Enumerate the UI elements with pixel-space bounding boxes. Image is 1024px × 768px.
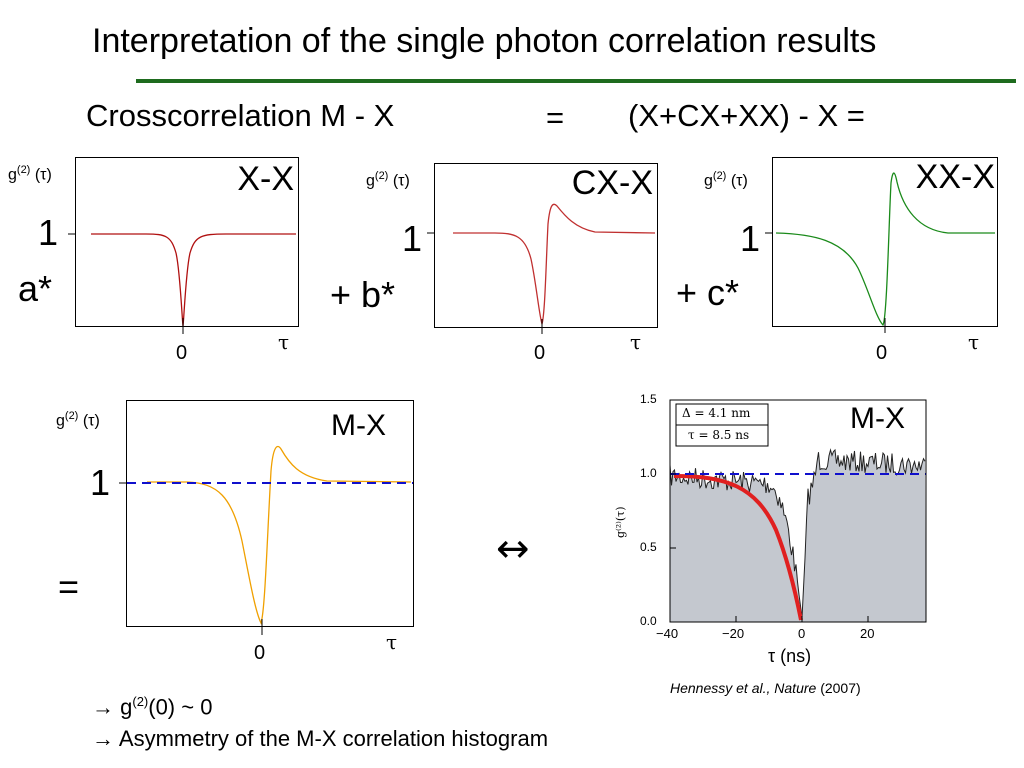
experimental-ytick-3: 0.5	[640, 540, 657, 554]
panel3-plot: XX-X	[765, 157, 998, 333]
double-arrow-icon: ↔	[496, 526, 530, 572]
panel2-one-label: 1	[402, 218, 423, 259]
panel4-curve	[147, 445, 412, 625]
panel2-svg	[427, 203, 656, 334]
panel2-zero-label: 0	[534, 342, 546, 364]
panel3-tau-label: τ	[968, 330, 980, 354]
experimental-label: M-X	[850, 402, 905, 435]
experimental-ytick-1: 1.5	[640, 392, 657, 406]
experimental-xtick-3: 0	[798, 626, 806, 641]
equation-right: (X+CX+XX) - X =	[628, 98, 865, 133]
experimental-figure: Δ = 4.1 nm τ = 8.5 ns M-X 1.5 1.0 0.5 0.…	[614, 390, 930, 680]
panel1-plot: X-X	[68, 157, 299, 334]
panel3-label: XX-X	[915, 158, 995, 196]
panel4-tau-label: τ	[386, 630, 398, 654]
citation: Hennessy et al., Nature (2007)	[670, 680, 861, 696]
panel4-zero-label: 0	[254, 642, 266, 664]
panel4-coefficient: =	[58, 566, 80, 607]
panel1-zero-label: 0	[176, 342, 188, 364]
experimental-xtick-2: −20	[722, 626, 745, 641]
experimental-histogram-trace	[669, 448, 926, 619]
experimental-legend-line2: τ = 8.5 ns	[688, 428, 750, 442]
experimental-ylabel: g⁽²⁾(τ)	[614, 506, 627, 538]
bullet-asymmetry: → Asymmetry of the M-X correlation histo…	[92, 726, 549, 751]
experimental-ytick-2: 1.0	[640, 466, 657, 480]
bullet-g2-zero: → g(2)(0) ~ 0	[92, 694, 213, 720]
experimental-xtick-4: 20	[860, 626, 875, 641]
experimental-histogram-fill	[670, 450, 926, 622]
panel4-label: M-X	[331, 409, 386, 442]
panel3-one-label: 1	[740, 218, 761, 259]
panel1-ylabel: g(2) (τ)	[8, 164, 52, 184]
experimental-ytick-4: 0.0	[640, 614, 657, 628]
experimental-axes-frame	[669, 399, 927, 623]
panel4-plot: M-X	[119, 400, 414, 635]
equation-line: Crosscorrelation M - X = (X+CX+XX) - X =	[0, 98, 1024, 142]
experimental-legend-line1: Δ = 4.1 nm	[682, 406, 751, 420]
panel2-coefficient: + b*	[330, 274, 396, 315]
panel3-svg	[765, 172, 995, 333]
panel3-coefficient: + c*	[676, 272, 740, 313]
slide-title: Interpretation of the single photon corr…	[92, 22, 877, 60]
panel1-tau-label: τ	[278, 330, 290, 354]
panel2-tau-label: τ	[630, 330, 642, 354]
experimental-fit-curve	[673, 474, 803, 621]
panel1-coefficient: a*	[18, 268, 53, 309]
panel2-label: CX-X	[571, 164, 653, 202]
panel3-ylabel: g(2) (τ)	[704, 170, 748, 190]
panel2-plot: CX-X	[427, 163, 658, 334]
panel2-curve	[453, 203, 656, 327]
panel1-curve	[91, 233, 296, 327]
panel4-svg	[119, 445, 413, 635]
experimental-xlabel: τ (ns)	[768, 646, 812, 666]
panel1-one-label: 1	[38, 212, 59, 253]
panel1-svg	[68, 233, 296, 334]
panel2-ylabel: g(2) (τ)	[366, 170, 410, 190]
equation-left: Crosscorrelation M - X	[86, 98, 395, 133]
experimental-xtick-1: −40	[656, 626, 679, 641]
panel3-zero-label: 0	[876, 342, 888, 364]
panel4-ylabel: g(2) (τ)	[56, 410, 100, 430]
panel4-one-label: 1	[90, 462, 111, 503]
experimental-svg	[669, 399, 927, 623]
panel1-label: X-X	[237, 160, 294, 198]
equation-equals: =	[546, 100, 565, 135]
title-underline	[136, 79, 1016, 83]
panel3-curve	[775, 172, 995, 327]
